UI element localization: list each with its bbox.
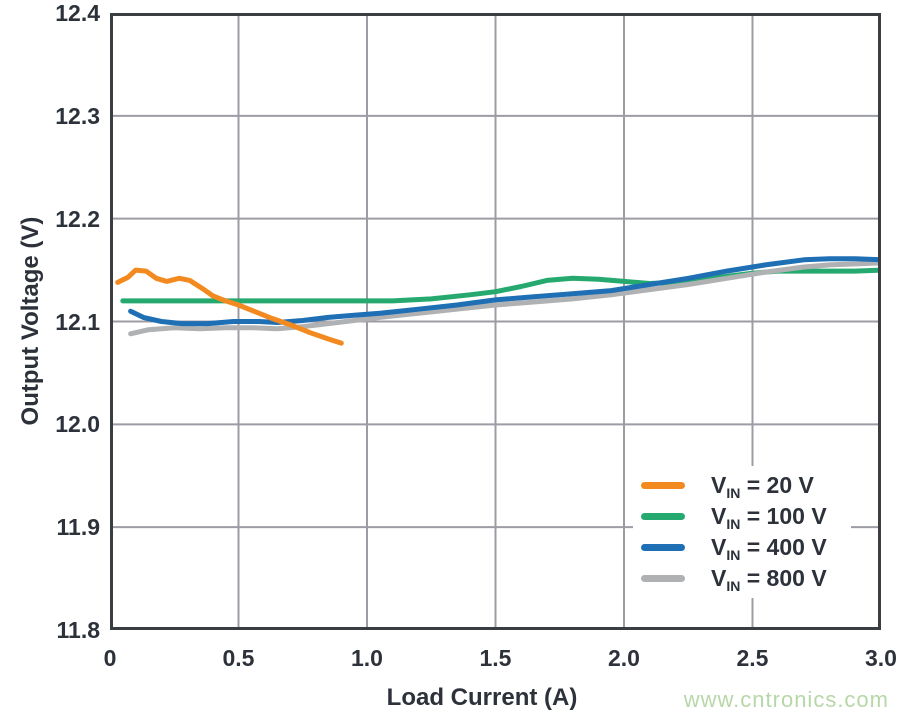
legend-swatch-vin-100v	[641, 513, 685, 520]
series-line-vin-400-v	[128, 256, 881, 327]
y-tick-label: 12.4	[55, 0, 100, 26]
legend-label-vin-20v: VIN = 20 V	[711, 472, 814, 501]
legend-item-vin-400v: VIN = 400 V	[641, 534, 851, 563]
legend-swatch-vin-800v	[641, 575, 685, 582]
legend-symbol: V	[711, 534, 727, 560]
legend-swatch-vin-400v	[641, 544, 685, 551]
x-tick-label: 0.5	[222, 645, 255, 671]
y-tick-label: 11.9	[56, 514, 101, 541]
y-axis-title: Output Voltage (V)	[17, 216, 44, 426]
legend: VIN = 20 V VIN = 100 V VIN = 400 V VIN =…	[633, 466, 851, 598]
x-tick-label: 1.5	[479, 645, 512, 671]
y-tick-label: 12.1	[55, 308, 100, 335]
x-tick-label: 2.5	[736, 645, 769, 671]
legend-item-vin-100v: VIN = 100 V	[641, 503, 851, 532]
x-tick-label: 1.0	[351, 645, 383, 671]
y-tick-label: 11.8	[56, 617, 101, 643]
legend-value: = 400 V	[740, 534, 827, 560]
legend-subscript: IN	[726, 547, 741, 563]
x-axis-title: Load Current (A)	[386, 684, 578, 711]
legend-subscript: IN	[726, 485, 741, 501]
legend-symbol: V	[711, 565, 727, 591]
legend-value: = 800 V	[740, 565, 827, 591]
legend-symbol: V	[711, 503, 727, 529]
legend-subscript: IN	[726, 578, 741, 594]
x-tick-label: 0	[103, 645, 117, 671]
y-tick-label: 12.3	[55, 102, 100, 129]
series-line-vin-800-v	[128, 260, 881, 337]
x-tick-label: 2.0	[608, 645, 640, 671]
legend-swatch-vin-20v	[641, 482, 685, 489]
plot-area	[110, 13, 881, 630]
legend-item-vin-800v: VIN = 800 V	[641, 565, 851, 594]
legend-label-vin-100v: VIN = 100 V	[711, 503, 827, 532]
y-tick-label: 12.0	[55, 411, 100, 438]
legend-label-vin-800v: VIN = 800 V	[711, 565, 827, 594]
x-tick-label: 3.0	[865, 645, 897, 671]
plot-border	[110, 13, 881, 630]
watermark-text: www.cntronics.com	[683, 687, 889, 712]
legend-value: = 20 V	[740, 472, 814, 498]
series-line-vin-20-v	[115, 267, 344, 346]
legend-label-vin-400v: VIN = 400 V	[711, 534, 827, 563]
series-line-vin-100-v	[120, 267, 881, 304]
legend-subscript: IN	[726, 516, 741, 532]
legend-symbol: V	[711, 472, 727, 498]
legend-item-vin-20v: VIN = 20 V	[641, 472, 851, 501]
y-tick-label: 12.2	[55, 205, 100, 232]
legend-value: = 100 V	[740, 503, 827, 529]
